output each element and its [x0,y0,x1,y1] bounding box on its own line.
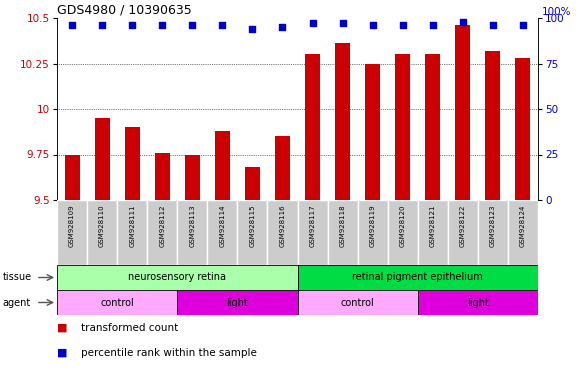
Text: GSM928118: GSM928118 [339,205,346,247]
Text: light: light [467,298,489,308]
Bar [155,153,170,200]
Bar [207,200,238,265]
Text: tissue: tissue [2,273,31,283]
Text: transformed count: transformed count [81,323,178,333]
Bar [95,118,110,200]
Bar [215,131,230,200]
Text: GSM928122: GSM928122 [460,205,466,247]
Bar [425,55,440,200]
Text: agent: agent [2,298,31,308]
Point [398,22,407,28]
Text: light: light [227,298,248,308]
Text: GSM928116: GSM928116 [279,205,285,247]
Bar [328,200,358,265]
Bar [418,200,448,265]
Bar [125,127,139,200]
Text: control: control [101,298,134,308]
Point [338,20,347,26]
Bar [297,265,538,290]
Text: GSM928123: GSM928123 [490,205,496,247]
Text: GSM928114: GSM928114 [220,205,225,247]
Bar [456,25,471,200]
Text: GSM928112: GSM928112 [159,205,165,247]
Bar [448,200,478,265]
Bar [297,200,328,265]
Text: GSM928115: GSM928115 [249,205,256,247]
Bar [485,51,500,200]
Bar [57,265,297,290]
Text: GSM928113: GSM928113 [189,205,195,247]
Point [127,22,137,28]
Bar [57,200,87,265]
Bar [478,200,508,265]
Text: GSM928121: GSM928121 [430,205,436,247]
Point [428,22,437,28]
Bar [57,290,177,315]
Bar [297,290,418,315]
Point [278,24,287,30]
Bar [335,43,350,200]
Text: ■: ■ [57,348,67,358]
Bar [305,55,320,200]
Bar [245,167,260,200]
Text: GSM928110: GSM928110 [99,205,105,247]
Point [308,20,317,26]
Text: GSM928124: GSM928124 [520,205,526,247]
Text: GSM928120: GSM928120 [400,205,406,247]
Bar [508,200,538,265]
Point [518,22,528,28]
Text: 100%: 100% [542,7,572,17]
Bar [358,200,388,265]
Bar [365,63,380,200]
Text: neurosensory retina: neurosensory retina [128,273,226,283]
Point [458,18,468,25]
Point [488,22,497,28]
Text: percentile rank within the sample: percentile rank within the sample [81,348,257,358]
Text: GSM928109: GSM928109 [69,205,75,247]
Text: GSM928117: GSM928117 [310,205,315,247]
Bar [395,55,410,200]
Bar [147,200,177,265]
Bar [418,290,538,315]
Bar [185,154,200,200]
Bar [238,200,267,265]
Text: control: control [340,298,375,308]
Bar [177,290,297,315]
Text: retinal pigment epithelium: retinal pigment epithelium [352,273,483,283]
Bar [515,58,530,200]
Point [218,22,227,28]
Point [188,22,197,28]
Text: GDS4980 / 10390635: GDS4980 / 10390635 [57,3,192,16]
Point [67,22,77,28]
Point [98,22,107,28]
Bar [267,200,297,265]
Point [157,22,167,28]
Bar [117,200,147,265]
Bar [177,200,207,265]
Bar [388,200,418,265]
Bar [87,200,117,265]
Bar [64,154,80,200]
Point [368,22,377,28]
Bar [275,136,290,200]
Text: ■: ■ [57,323,67,333]
Point [248,26,257,32]
Text: GSM928119: GSM928119 [370,205,376,247]
Text: GSM928111: GSM928111 [129,205,135,247]
